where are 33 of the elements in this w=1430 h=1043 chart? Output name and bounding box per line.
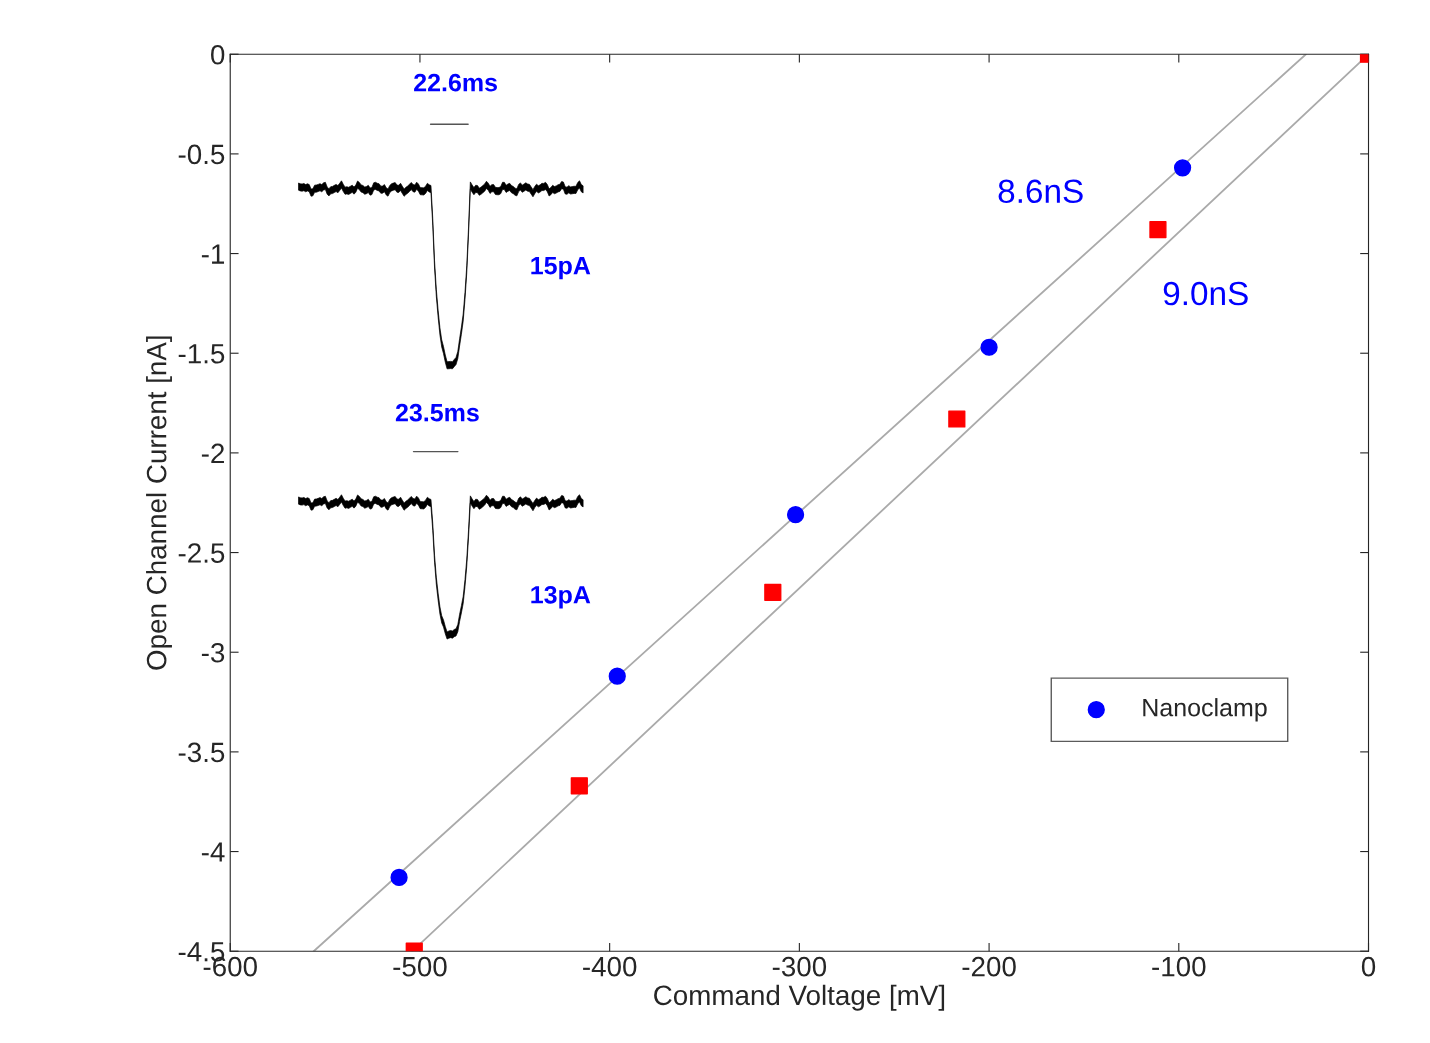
annotation: 22.6ms — [414, 73, 497, 92]
y-tick-label: -2.5 — [178, 543, 225, 563]
x-axis-title: Command Voltage [mV] — [654, 984, 945, 1011]
point — [608, 667, 626, 685]
point — [1173, 159, 1192, 177]
annotation: 23.5ms — [395, 403, 479, 422]
point — [1149, 221, 1167, 239]
y-tick-label: -3 — [201, 642, 225, 663]
y-tick-label: -0.5 — [178, 144, 225, 165]
x-tick-label: 0 — [1361, 956, 1376, 977]
legend-label: Nanoclamp — [1143, 698, 1267, 722]
y-tick-label: -3.5 — [178, 742, 225, 763]
y-tick-label: -4 — [201, 842, 225, 862]
point — [764, 583, 782, 602]
annotation: 15pA — [531, 256, 591, 280]
y-axis-title: Open Channel Current [nA] — [146, 336, 172, 670]
y-tick-label: -1 — [201, 244, 225, 264]
point — [948, 410, 966, 428]
x-tick-label: -100 — [1152, 956, 1206, 977]
x-tick-label: -400 — [583, 956, 637, 977]
y-tick-label: 0 — [211, 44, 225, 65]
x-tick-label: -500 — [393, 956, 447, 977]
y-tick-label: -2 — [201, 443, 224, 463]
x-tick-label: -200 — [962, 956, 1016, 977]
point — [570, 777, 588, 795]
y-tick-label: -1.5 — [178, 344, 225, 364]
annotation: 8.6nS — [998, 179, 1083, 204]
point — [390, 868, 408, 887]
annotation: 9.0nS — [1163, 281, 1248, 306]
point — [980, 338, 998, 356]
point — [786, 506, 805, 524]
x-tick-label: -300 — [772, 956, 827, 977]
annotation: 13pA — [531, 585, 591, 609]
